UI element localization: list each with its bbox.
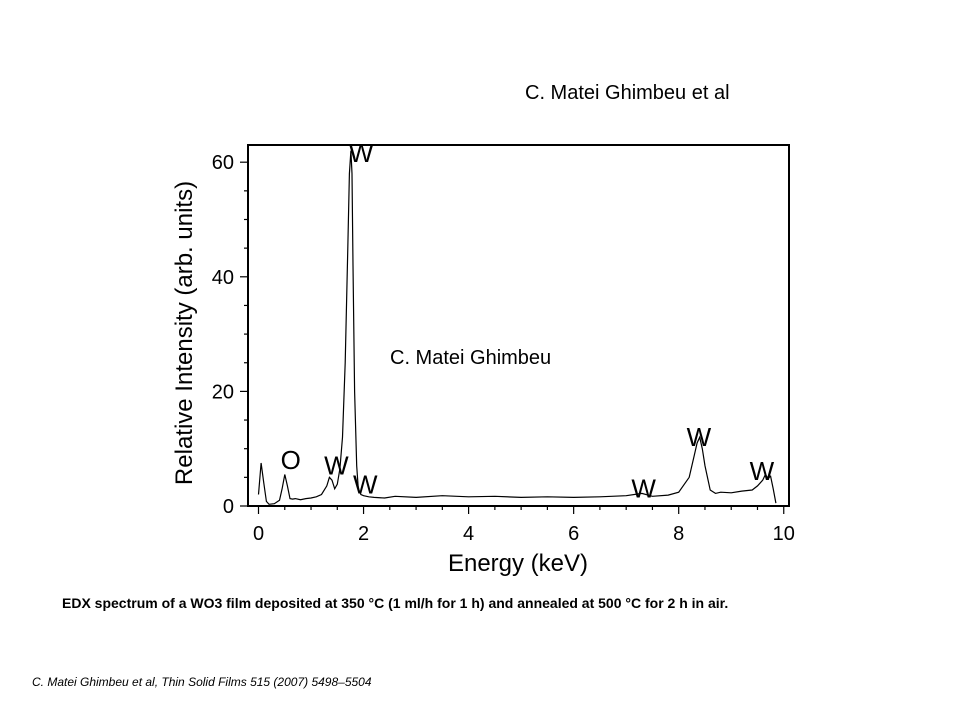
x-axis-ticks: 0 2 4 6 8 10 bbox=[253, 506, 795, 545]
author-watermark-top: C. Matei Ghimbeu et al bbox=[525, 82, 730, 104]
x-tick-label: 10 bbox=[773, 523, 795, 545]
y-axis-title: Relative Intensity (arb. units) bbox=[171, 181, 198, 485]
x-tick-label: 6 bbox=[568, 523, 579, 545]
author-watermark-middle: C. Matei Ghimbeu bbox=[390, 347, 552, 369]
peak-label-o: O bbox=[281, 445, 301, 475]
x-tick-label: 2 bbox=[358, 523, 369, 545]
peak-label-w: W bbox=[631, 473, 656, 503]
peak-label-w: W bbox=[353, 469, 378, 499]
peak-label-w: W bbox=[324, 450, 349, 480]
y-tick-label: 60 bbox=[212, 152, 234, 174]
x-axis-title: Energy (keV) bbox=[448, 550, 588, 577]
peak-label-w: W bbox=[687, 422, 712, 452]
y-tick-label: 40 bbox=[212, 267, 234, 289]
spectrum-line bbox=[257, 150, 777, 505]
y-tick-label: 0 bbox=[223, 496, 234, 518]
citation: C. Matei Ghimbeu et al, Thin Solid Films… bbox=[32, 675, 372, 689]
plot-frame bbox=[247, 144, 790, 507]
x-tick-label: 0 bbox=[253, 523, 264, 545]
x-tick-label: 8 bbox=[673, 523, 684, 545]
y-axis-ticks: 0 20 40 60 bbox=[212, 152, 248, 518]
figure-caption: EDX spectrum of a WO3 film deposited at … bbox=[62, 595, 729, 611]
peak-label-w: W bbox=[349, 138, 374, 168]
x-tick-label: 4 bbox=[463, 523, 474, 545]
peak-label-w: W bbox=[750, 456, 775, 486]
y-tick-label: 20 bbox=[212, 381, 234, 403]
